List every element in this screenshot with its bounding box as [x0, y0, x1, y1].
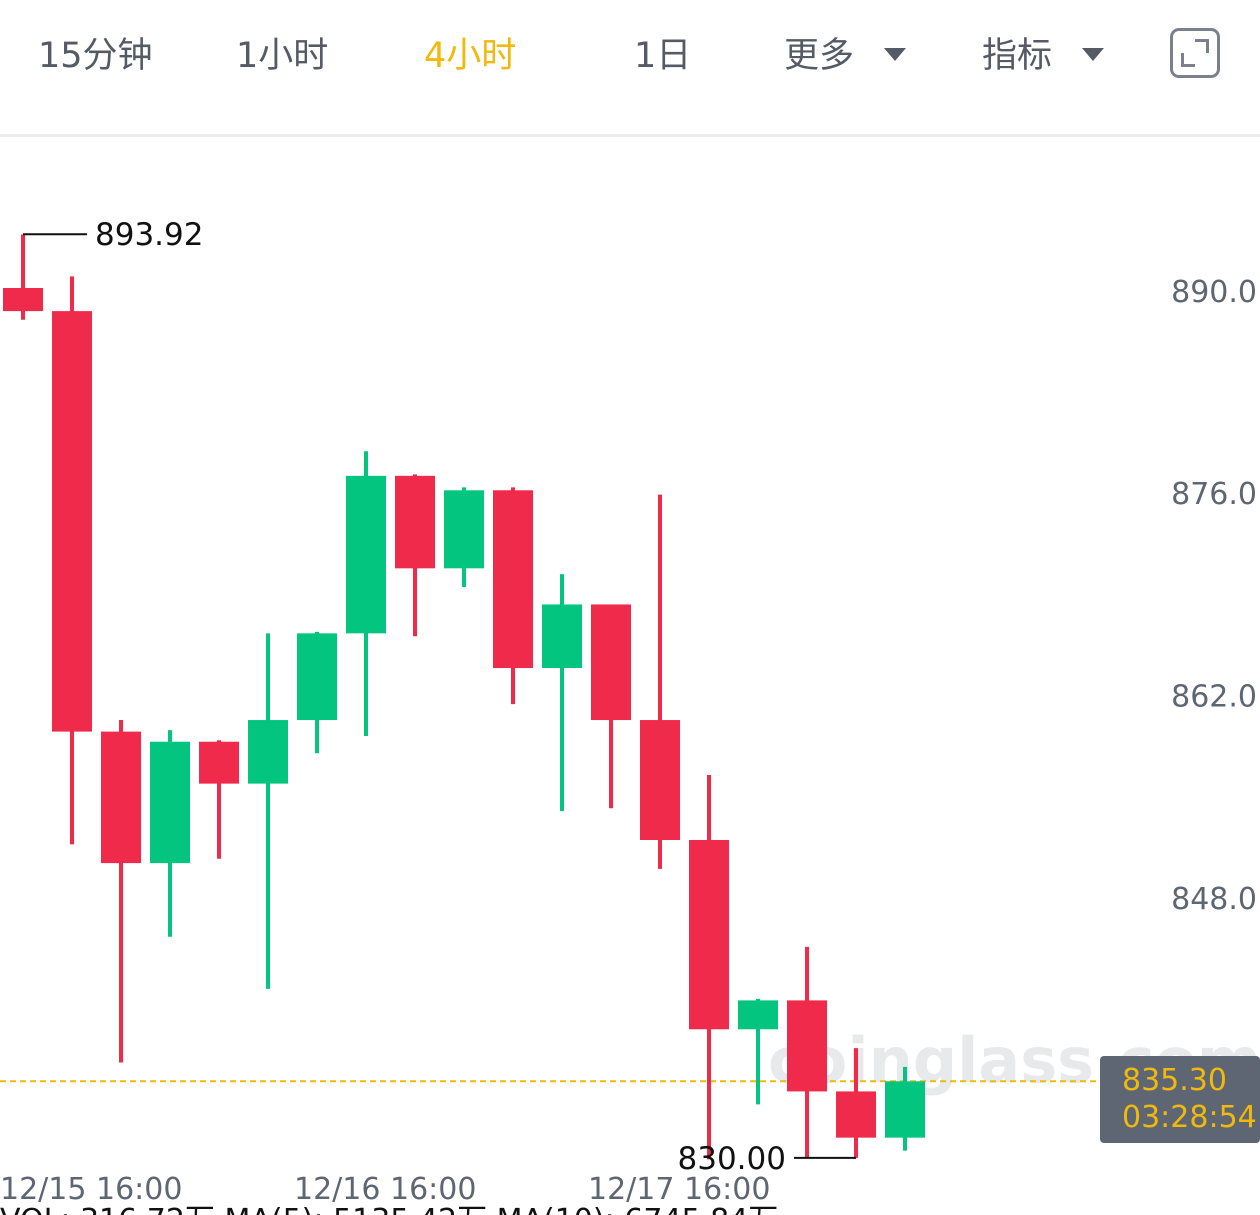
tab-1h[interactable]: 1小时: [236, 36, 329, 76]
tab-15m[interactable]: 15分钟: [38, 36, 153, 76]
candle-body: [836, 1091, 876, 1138]
fullscreen-button[interactable]: [1170, 28, 1220, 78]
candle-body: [787, 1000, 827, 1092]
candle-body: [199, 741, 239, 784]
indicator-dropdown[interactable]: 指标: [982, 30, 1105, 82]
x-tick-label: 12/17 16:00: [588, 1172, 770, 1207]
x-tick-label: 12/15 16:00: [0, 1172, 182, 1207]
timeframe-toolbar: 15分钟 1小时 4小时 1日 更多 指标: [0, 0, 1260, 137]
low-marker-label: 830.00: [678, 1141, 786, 1177]
candle-body: [885, 1081, 925, 1138]
current-price: 835.30: [1122, 1063, 1227, 1098]
indicator-label: 指标: [982, 36, 1053, 76]
candle-body: [150, 741, 190, 864]
y-tick-label: 862.0: [1171, 679, 1257, 714]
candle-body: [297, 633, 337, 721]
candle-body: [3, 287, 43, 312]
candle-body: [395, 475, 435, 569]
tab-4h[interactable]: 4小时: [424, 36, 517, 76]
candle-body: [591, 604, 631, 721]
current-price-tag: 835.30 03:28:54: [1100, 1056, 1260, 1143]
candle-body: [738, 1000, 778, 1030]
y-tick-label: 890.0: [1171, 275, 1257, 310]
candle-body: [689, 839, 729, 1030]
candle-body: [542, 604, 582, 669]
countdown-timer: 03:28:54: [1122, 1100, 1257, 1135]
candle-body: [493, 490, 533, 669]
x-tick-label: 12/16 16:00: [294, 1172, 476, 1207]
more-dropdown[interactable]: 更多: [784, 30, 907, 82]
candle-body: [101, 731, 141, 864]
y-tick-label: 876.0: [1171, 477, 1257, 512]
more-label: 更多: [784, 36, 855, 76]
volume-caption: VOL: 316.72万 MA(5): 5135.42万 MA(10): 674…: [0, 1203, 778, 1215]
candle-body: [640, 720, 680, 840]
candle-body: [346, 475, 386, 634]
candle-body: [248, 720, 288, 784]
tab-1d[interactable]: 1日: [634, 36, 692, 76]
chevron-down-icon: [884, 47, 907, 61]
fullscreen-icon-corner: [1181, 53, 1195, 67]
y-tick-label: 848.0: [1171, 882, 1257, 917]
candle-body: [444, 490, 484, 569]
high-marker-label: 893.92: [95, 217, 203, 253]
fullscreen-icon: [1195, 39, 1209, 53]
chevron-down-icon: [1082, 47, 1105, 61]
candle-body: [52, 311, 92, 732]
